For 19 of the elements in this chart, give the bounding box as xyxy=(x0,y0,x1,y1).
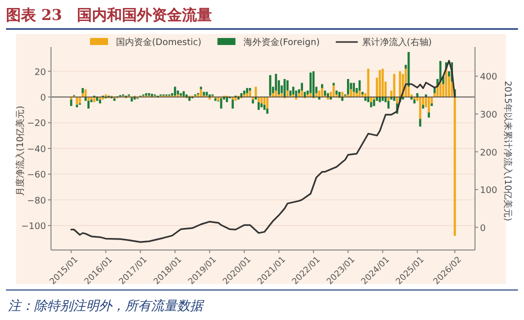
legend-label: 海外资金(Foreign) xyxy=(243,37,320,48)
text: 注：除特别注明外，所有流量数据 xyxy=(8,298,205,314)
y2-tick-label: 300 xyxy=(480,110,498,120)
y2-tick-label: 100 xyxy=(480,186,498,196)
y-tick-label: −60 xyxy=(27,170,46,181)
y-tick-label: 0 xyxy=(40,94,46,104)
chart-title: 图表 23 国内和国外资金流量 xyxy=(6,6,212,24)
y-tick-label: 20 xyxy=(34,68,46,78)
y2-tick-label: 0 xyxy=(480,224,486,234)
y2-tick-label: 200 xyxy=(480,148,498,158)
y2-axis-title: 2015年以来累计净流入(10亿美元) xyxy=(502,80,513,222)
y-tick-label: −40 xyxy=(27,144,46,155)
legend-label: 国内资金(Domestic) xyxy=(116,37,202,48)
y2-tick-label: 400 xyxy=(480,72,498,83)
y-tick-label: −80 xyxy=(27,196,46,206)
legend-label: 累计净流入(右轴) xyxy=(362,37,432,48)
y-axis-title: 月度净流入(10亿美元) xyxy=(15,106,26,196)
y-tick-label: −20 xyxy=(27,119,46,130)
y-tick-label: −100 xyxy=(21,222,46,232)
